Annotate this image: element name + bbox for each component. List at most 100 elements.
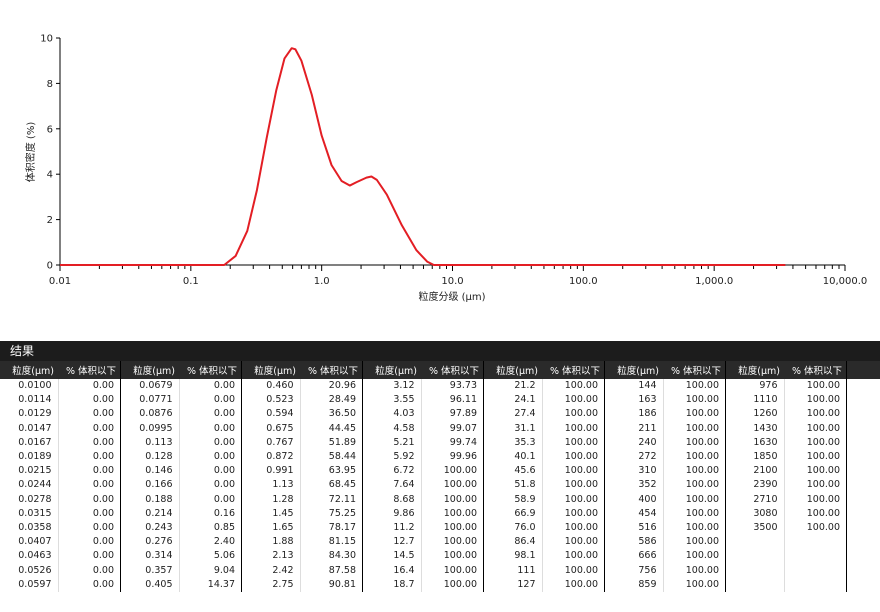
- y-tick-label: 6: [47, 124, 53, 135]
- percent-cell: 0.00: [178, 464, 242, 479]
- filler-cell: [846, 492, 880, 507]
- size-cell: 976: [725, 379, 784, 394]
- percent-cell: 100.00: [783, 435, 847, 450]
- column-header: % 体积以下: [421, 361, 484, 379]
- column-header: % 体积以下: [663, 361, 726, 379]
- size-cell: 2710: [725, 492, 784, 507]
- percent-cell: 0.00: [57, 393, 121, 408]
- percent-cell: 0.00: [178, 478, 242, 493]
- percent-cell: 0.00: [57, 464, 121, 479]
- size-cell: 186: [604, 407, 663, 422]
- percent-cell: 84.30: [299, 549, 363, 564]
- size-cell: 1.45: [241, 506, 300, 521]
- column-header: 粒度(µm): [604, 361, 663, 379]
- size-cell: [725, 535, 784, 550]
- column-header: % 体积以下: [58, 361, 121, 379]
- size-cell: 76.0: [483, 520, 542, 536]
- percent-cell: 100.00: [662, 535, 726, 550]
- size-cell: 6.72: [362, 464, 421, 479]
- size-cell: 35.3: [483, 435, 542, 450]
- size-cell: 8.68: [362, 492, 421, 507]
- filler-cell: [846, 449, 880, 465]
- table-row: 0.0278 0.00 0.188 0.00 1.28 72.11 8.68 100.00 58…: [0, 492, 880, 507]
- column-header: 粒度(µm): [0, 361, 58, 379]
- percent-cell: 100.00: [662, 379, 726, 394]
- size-cell: 0.0147: [18, 422, 52, 434]
- filler-cell: [846, 464, 880, 479]
- y-tick-label: 4: [47, 170, 53, 181]
- table: 粒度(µm)% 体积以下 粒度(µm)% 体积以下 粒度(µm)% 体积以下 粒度(µ…: [0, 361, 880, 592]
- line: [60, 47, 786, 266]
- size-cell: 0.0244: [18, 479, 52, 491]
- size-cell: 0.357: [120, 563, 179, 578]
- percent-cell: 99.96: [420, 449, 484, 465]
- percent-cell: 100.00: [662, 577, 726, 592]
- filler-cell: [846, 393, 880, 408]
- percent-cell: 100.00: [662, 421, 726, 436]
- size-cell: 454: [604, 506, 663, 521]
- size-cell: 0.0771: [120, 393, 179, 408]
- percent-cell: 100.00: [541, 577, 605, 592]
- results-table: 结果 粒度(µm)% 体积以下 粒度(µm)% 体积以下 粒度(µm)% 体积以下粒…: [0, 341, 880, 592]
- column-header: % 体积以下: [179, 361, 242, 379]
- percent-cell: 81.15: [299, 535, 363, 550]
- size-cell: 0.128: [120, 449, 179, 465]
- size-cell: 12.7: [362, 535, 421, 550]
- filler-cell: [846, 506, 880, 521]
- percent-cell: 100.00: [541, 520, 605, 536]
- percent-cell: 100.00: [783, 506, 847, 521]
- size-cell: 2.42: [241, 563, 300, 578]
- percent-cell: 100.00: [541, 563, 605, 578]
- percent-cell: 100.00: [420, 577, 484, 592]
- percent-cell: 100.00: [420, 478, 484, 493]
- table-row: 0.0114 0.00 0.0771 0.00 0.523 28.49 3.55 96.11 2…: [0, 393, 880, 408]
- size-cell: 586: [604, 535, 663, 550]
- size-cell: 0.767: [241, 435, 300, 450]
- size-cell: 163: [604, 393, 663, 408]
- percent-cell: 100.00: [541, 478, 605, 493]
- size-cell: 3.55: [362, 393, 421, 408]
- percent-cell: [783, 577, 847, 592]
- percent-cell: 100.00: [662, 393, 726, 408]
- percent-cell: 100.00: [420, 563, 484, 578]
- percent-cell: 100.00: [662, 520, 726, 536]
- percent-cell: 20.96: [299, 379, 363, 394]
- percent-cell: 0.00: [178, 421, 242, 436]
- percent-cell: 100.00: [420, 506, 484, 521]
- column-header: % 体积以下: [542, 361, 605, 379]
- percent-cell: 100.00: [420, 520, 484, 536]
- size-cell: 0.314: [120, 549, 179, 564]
- size-cell: 18.7: [362, 577, 421, 592]
- percent-cell: 100.00: [541, 464, 605, 479]
- size-cell: 21.2: [483, 379, 542, 394]
- percent-cell: 100.00: [420, 464, 484, 479]
- size-cell: 756: [604, 563, 663, 578]
- size-cell: 1.88: [241, 535, 300, 550]
- table-row: 0.0597 0.00 0.405 14.37 2.75 90.81 18.7 100.00 1…: [0, 577, 880, 592]
- percent-cell: 0.00: [57, 492, 121, 507]
- y-tick-label: 2: [47, 215, 53, 226]
- size-cell: 7.64: [362, 478, 421, 493]
- percent-cell: 14.37: [178, 577, 242, 592]
- size-cell: 0.0597: [18, 578, 52, 590]
- size-cell: 24.1: [483, 393, 542, 408]
- percent-cell: 90.81: [299, 577, 363, 592]
- size-cell: 0.0679: [120, 379, 179, 394]
- table-row: 0.0244 0.00 0.166 0.00 1.13 68.45 7.64 100.00 51…: [0, 478, 880, 493]
- size-cell: 2390: [725, 478, 784, 493]
- percent-cell: 0.16: [178, 506, 242, 521]
- size-cell: 516: [604, 520, 663, 536]
- percent-cell: 99.07: [420, 421, 484, 436]
- size-cell: 5.21: [362, 435, 421, 450]
- size-cell: 0.188: [120, 492, 179, 507]
- percent-cell: 100.00: [783, 407, 847, 422]
- percent-cell: 75.25: [299, 506, 363, 521]
- x-tick-label: 0.1: [183, 276, 199, 287]
- table-row: 0.0526 0.00 0.357 9.04 2.42 87.58 16.4 100.00 11…: [0, 563, 880, 578]
- percent-cell: 28.49: [299, 393, 363, 408]
- table-row: 0.0129 0.00 0.0876 0.00 0.594 36.50 4.03 97.89 2…: [0, 407, 880, 422]
- size-cell: 1430: [725, 421, 784, 436]
- column-header: % 体积以下: [784, 361, 847, 379]
- percent-cell: 0.85: [178, 520, 242, 536]
- size-cell: 0.166: [120, 478, 179, 493]
